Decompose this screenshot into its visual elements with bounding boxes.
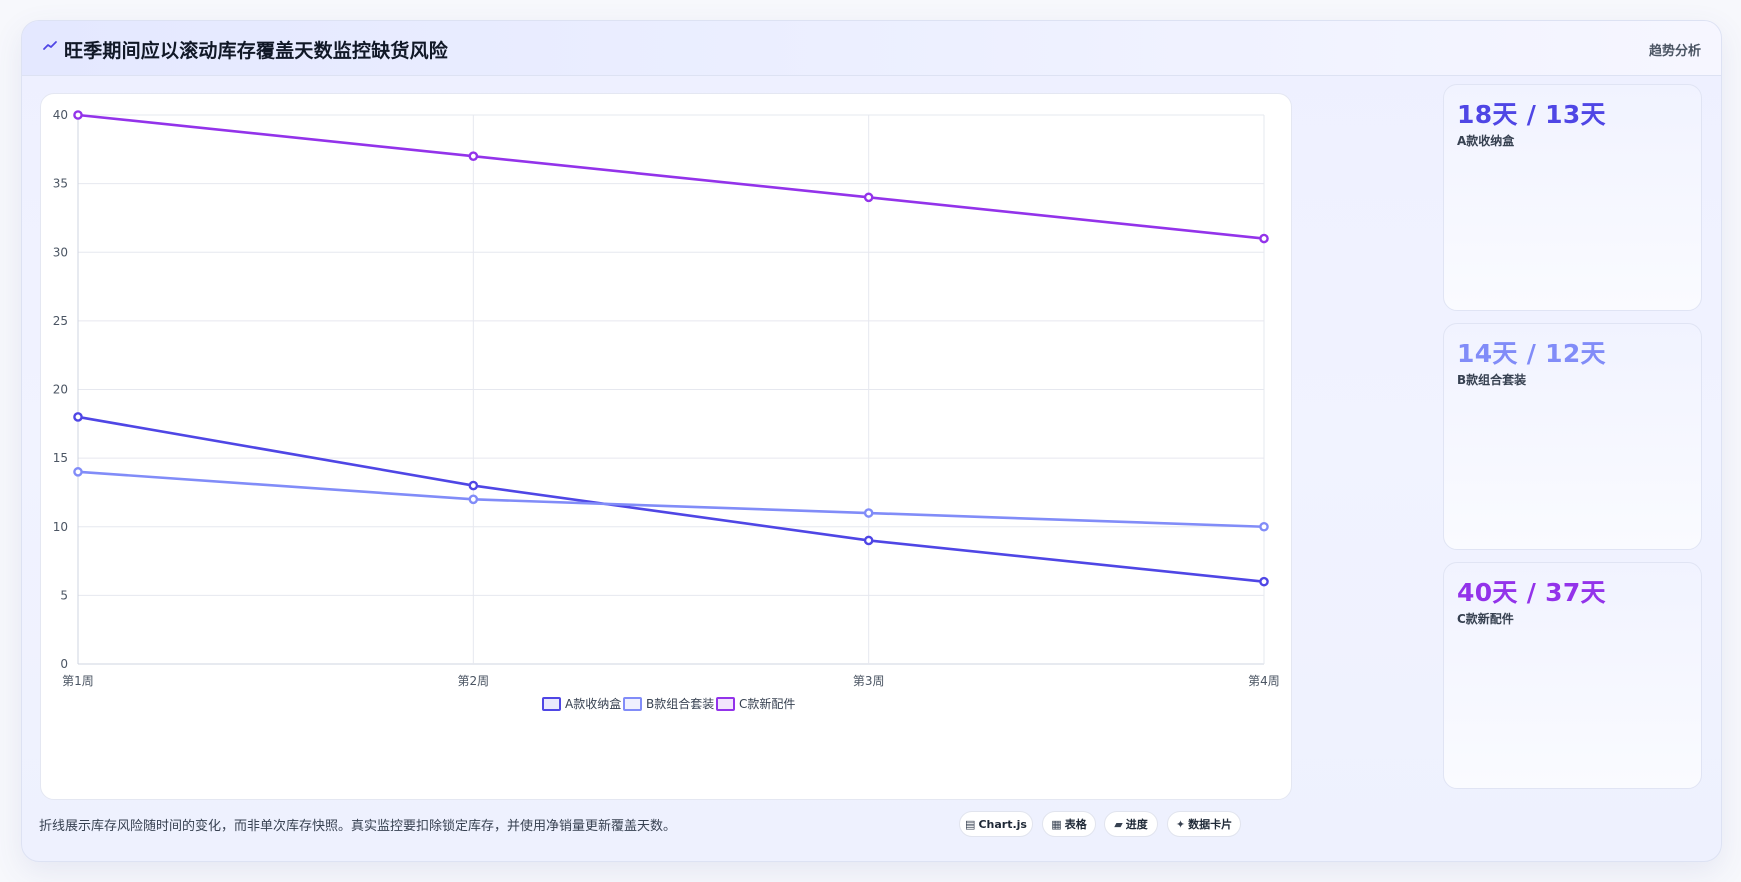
- data-point: [1259, 576, 1269, 587]
- chip-label: 进度: [1125, 818, 1148, 831]
- y-tick-label: 0: [60, 657, 68, 671]
- y-tick-label: 15: [53, 451, 68, 465]
- data-point: [468, 151, 479, 161]
- data-point: [73, 110, 83, 120]
- stat-card-a: 18天 / 13天 A款收纳盒: [1443, 84, 1702, 311]
- table-icon: ▦: [1051, 818, 1062, 831]
- stat-card-b: 14天 / 12天 B款组合套装: [1443, 323, 1702, 550]
- series-line-1: [76, 470, 1266, 529]
- stat-label: A款收纳盒: [1457, 134, 1515, 148]
- legend-label: A款收纳盒: [565, 696, 621, 711]
- data-point: [468, 480, 479, 491]
- y-tick-label: 5: [60, 588, 68, 602]
- y-tick-label: 25: [53, 314, 68, 328]
- stat-value: 14天 / 12天: [1457, 339, 1606, 368]
- dashboard-panel: 旺季期间应以滚动库存覆盖天数监控缺货风险 趋势分析 0 5 10 15 20 25 30 35…: [21, 20, 1722, 862]
- chart-icon: ▤: [965, 818, 976, 831]
- data-point: [73, 412, 83, 422]
- y-tick-label: 30: [53, 245, 68, 259]
- legend-swatch: [716, 697, 735, 711]
- page-title: 旺季期间应以滚动库存覆盖天数监控缺货风险: [64, 40, 449, 62]
- trend-analysis-link[interactable]: 趋势分析: [1648, 44, 1701, 59]
- y-tick-label: 35: [53, 177, 68, 191]
- legend-label: C款新配件: [739, 696, 795, 711]
- data-point: [468, 494, 479, 505]
- chip-data-cards[interactable]: ✦ 数据卡片: [1167, 811, 1241, 837]
- trend-icon: [43, 41, 57, 50]
- chart-footnote: 折线展示库存风险随时间的变化，而非单次库存快照。真实监控要扣除锁定库存，并使用净…: [39, 819, 677, 834]
- stat-label: C款新配件: [1457, 612, 1514, 626]
- chip-label: 数据卡片: [1188, 818, 1233, 831]
- data-point: [863, 535, 874, 546]
- stat-label: B款组合套装: [1457, 373, 1527, 387]
- x-tick-label: 第3周: [853, 674, 885, 688]
- data-point: [863, 508, 874, 518]
- series-line-2: [76, 113, 1266, 240]
- legend-swatch: [542, 697, 561, 711]
- legend-swatch: [623, 697, 642, 711]
- data-point: [1259, 521, 1269, 532]
- stat-card-c: 40天 / 37天 C款新配件: [1443, 562, 1702, 789]
- x-tick-label: 第1周: [62, 674, 94, 688]
- chip-label: Chart.js: [978, 818, 1027, 831]
- stat-value: 40天 / 37天: [1457, 578, 1606, 607]
- data-point: [73, 467, 83, 477]
- y-tick-label: 10: [53, 520, 68, 534]
- chip-label: 表格: [1064, 818, 1087, 831]
- line-chart: 0 5 10 15 20 25 30 35 40 第1周 第2周 第3周 第4周 A款收纳盒 B款组合套装 C…: [53, 108, 1280, 711]
- y-tick-label: 40: [53, 108, 68, 122]
- chip-table[interactable]: ▦ 表格: [1042, 811, 1096, 837]
- chart-card: 0 5 10 15 20 25 30 35 40 第1周 第2周 第3周 第4周 A款收纳盒 B款组合套装 C…: [40, 93, 1292, 800]
- data-point: [1259, 233, 1269, 244]
- chip-progress[interactable]: ▰ 进度: [1104, 811, 1158, 837]
- sparkle-icon: ✦: [1175, 818, 1186, 831]
- progress-icon: ▰: [1114, 818, 1123, 831]
- data-point: [863, 192, 874, 203]
- panel-header: 旺季期间应以滚动库存覆盖天数监控缺货风险 趋势分析: [22, 21, 1721, 76]
- legend-label: B款组合套装: [646, 696, 714, 711]
- chip-chartjs[interactable]: ▤ Chart.js: [959, 811, 1033, 837]
- y-tick-label: 20: [53, 383, 68, 397]
- stat-value: 18天 / 13天: [1457, 100, 1606, 129]
- x-tick-label: 第4周: [1248, 674, 1280, 688]
- x-tick-label: 第2周: [458, 674, 490, 688]
- series-line-0: [76, 415, 1266, 583]
